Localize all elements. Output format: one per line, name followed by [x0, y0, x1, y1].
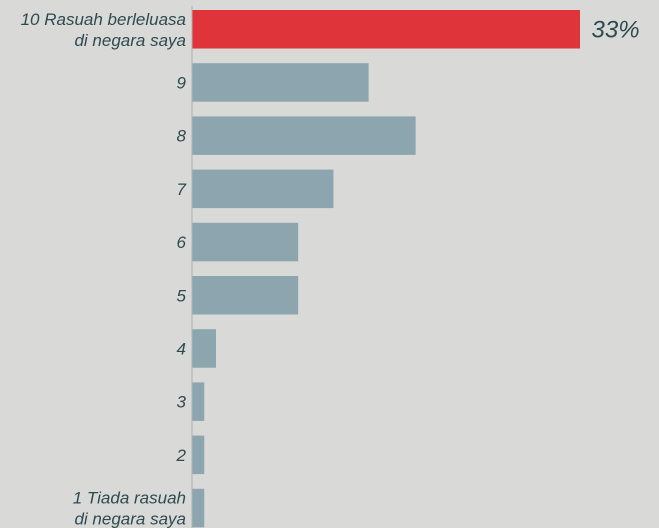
category-label-6: 5: [177, 286, 187, 305]
category-label-5: 6: [177, 233, 187, 252]
bar-1: [192, 10, 581, 49]
category-label-7: 4: [177, 339, 186, 358]
bar-2: [192, 63, 369, 102]
bar-10: [192, 488, 205, 528]
bar-7: [192, 329, 216, 368]
category-label-4: 7: [177, 180, 187, 199]
category-label-3: 8: [177, 127, 187, 146]
bar-8: [192, 382, 205, 421]
data-label-1: 33%: [592, 16, 640, 43]
bar-4: [192, 169, 334, 209]
bar-9: [192, 435, 205, 475]
category-label-8: 3: [177, 393, 187, 412]
bar-5: [192, 222, 299, 262]
category-label-2: 9: [177, 73, 187, 92]
bar-6: [192, 276, 299, 315]
bar-3: [192, 116, 416, 155]
category-label-9: 2: [176, 446, 187, 465]
category-label-10: 1 Tiada rasuah di negara saya: [73, 489, 186, 528]
category-label-1: 10 Rasuah berleluasa di negara saya: [21, 10, 186, 50]
